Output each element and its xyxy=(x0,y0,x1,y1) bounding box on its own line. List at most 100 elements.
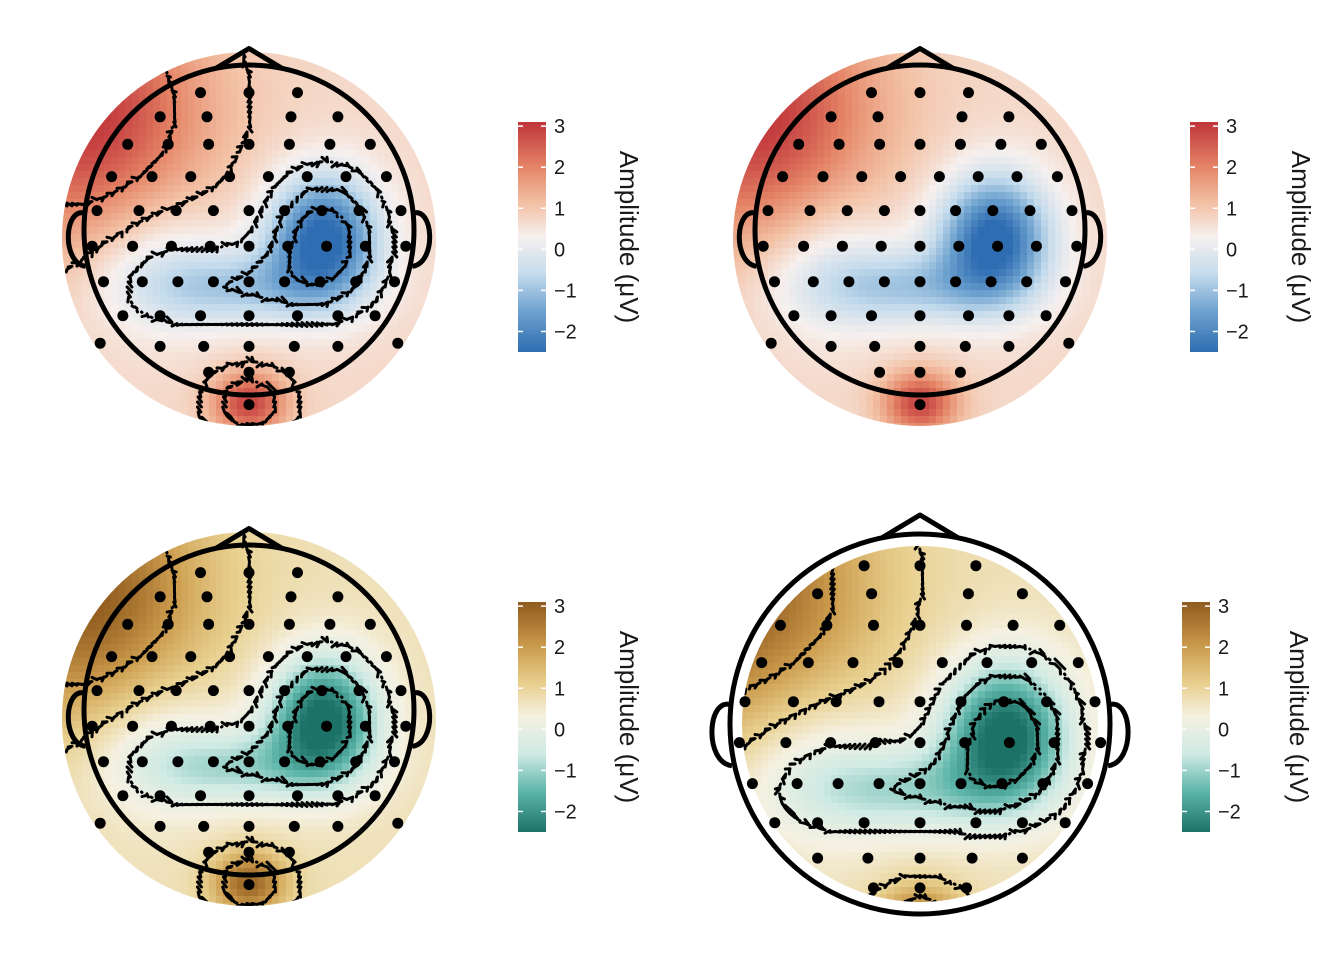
electrode-23 xyxy=(739,696,751,708)
electrode-54 xyxy=(970,817,982,829)
electrode-42 xyxy=(136,756,148,768)
electrode-31 xyxy=(1089,696,1101,708)
electrode-17 xyxy=(847,657,859,669)
electrode-64 xyxy=(283,846,295,858)
electrode-55 xyxy=(332,790,344,802)
electrode-23 xyxy=(91,205,103,217)
electrode-46 xyxy=(955,778,967,790)
electrode-29 xyxy=(987,205,999,217)
electrode-19 xyxy=(262,171,274,183)
electrode-57 xyxy=(812,852,824,864)
electrode-21 xyxy=(340,651,352,663)
electrode-28 xyxy=(279,685,291,697)
electrodes xyxy=(86,87,412,411)
electrode-47 xyxy=(314,756,326,768)
electrode-52 xyxy=(866,310,877,322)
electrode-20 xyxy=(972,171,984,183)
electrode-67 xyxy=(914,399,926,411)
electrode-59 xyxy=(914,340,926,352)
electrode-32 xyxy=(757,240,769,252)
electrode-29 xyxy=(316,685,328,697)
colorbar-tick-label-6: −2 xyxy=(554,801,577,823)
electrode-55 xyxy=(1003,310,1015,322)
electrode-27 xyxy=(243,685,255,697)
electrode-14 xyxy=(1054,619,1066,631)
electrode-65 xyxy=(765,337,777,349)
electrode-12 xyxy=(283,138,295,150)
contour-level-0 xyxy=(125,635,399,808)
electrode-46 xyxy=(279,756,291,768)
electrode-60 xyxy=(288,340,300,352)
electrode-30 xyxy=(1041,696,1053,708)
electrode-9 xyxy=(162,618,174,630)
electrode-22 xyxy=(1051,171,1063,183)
colorbar-tick-label-3: 1 xyxy=(1218,678,1229,700)
right-ear xyxy=(411,210,433,269)
right-ear xyxy=(1082,210,1104,269)
colorbar-legend-3: 3 2 1 0 −1 −2 Amplitude (μV) xyxy=(518,596,644,832)
electrode-8 xyxy=(122,138,134,150)
electrode-10 xyxy=(203,138,215,150)
electrode-57 xyxy=(154,340,166,352)
colorbar-tick-label-5: −1 xyxy=(1226,280,1249,302)
colorbar-tick-label-3: 1 xyxy=(554,198,565,220)
electrode-39 xyxy=(359,240,371,252)
colorbar-tick-label-1: 3 xyxy=(1226,116,1237,138)
colorbar-tick-label-6: −2 xyxy=(1218,801,1241,823)
electrode-6 xyxy=(962,588,974,600)
electrode-43 xyxy=(172,756,184,768)
electrode-51 xyxy=(154,790,166,802)
colorbar-tick-label-1: 3 xyxy=(554,596,565,618)
electrode-26 xyxy=(207,685,219,697)
electrode-36 xyxy=(243,720,255,732)
electrode-62 xyxy=(203,846,215,858)
topoplot-panel-1: 3 2 1 0 −1 −2 Amplitude (μV) xyxy=(62,46,644,426)
electrode-49 xyxy=(389,756,400,768)
electrode-59 xyxy=(243,820,255,832)
colorbar-tick-label-3: 1 xyxy=(1226,198,1237,220)
electrode-41 xyxy=(98,276,109,288)
electrode-8 xyxy=(774,619,786,631)
electrode-53 xyxy=(914,817,926,829)
electrode-44 xyxy=(207,756,219,768)
electrode-43 xyxy=(843,276,855,288)
electrode-51 xyxy=(154,310,166,322)
electrode-39 xyxy=(1030,240,1042,252)
electrode-10 xyxy=(868,619,879,631)
electrode-1 xyxy=(858,560,870,572)
electrode-35 xyxy=(869,737,881,749)
left-ear xyxy=(736,210,758,269)
electrode-12 xyxy=(283,618,295,630)
electrode-4 xyxy=(154,591,166,603)
electrode-34 xyxy=(836,240,848,252)
electrode-32 xyxy=(86,720,98,732)
electrode-33 xyxy=(798,240,810,252)
colorbar-tick-label-5: −1 xyxy=(554,760,577,782)
electrode-20 xyxy=(301,651,313,663)
electrode-27 xyxy=(914,696,926,708)
electrode-51 xyxy=(825,310,837,322)
colorbar xyxy=(1190,122,1218,352)
electrode-47 xyxy=(314,276,326,288)
electrode-34 xyxy=(165,720,177,732)
electrode-28 xyxy=(955,696,967,708)
colorbar-tick-label-5: −1 xyxy=(1218,760,1241,782)
electrode-67 xyxy=(243,879,255,891)
electrode-35 xyxy=(875,240,887,252)
nose xyxy=(880,512,960,540)
electrode-26 xyxy=(207,205,219,217)
electrode-34 xyxy=(165,240,177,252)
electrode-58 xyxy=(869,340,881,352)
electrode-6 xyxy=(956,111,968,123)
electrode-13 xyxy=(1007,619,1019,631)
electrode-47 xyxy=(996,778,1008,790)
electrode-14 xyxy=(364,138,376,150)
colorbar-tick-label-2: 2 xyxy=(1218,637,1229,659)
electrode-16 xyxy=(817,171,829,183)
electrode-27 xyxy=(243,205,255,217)
electrode-15 xyxy=(106,171,118,183)
electrode-17 xyxy=(856,171,868,183)
electrode-66 xyxy=(392,817,404,829)
electrode-40 xyxy=(1095,737,1107,749)
nose xyxy=(885,46,955,71)
